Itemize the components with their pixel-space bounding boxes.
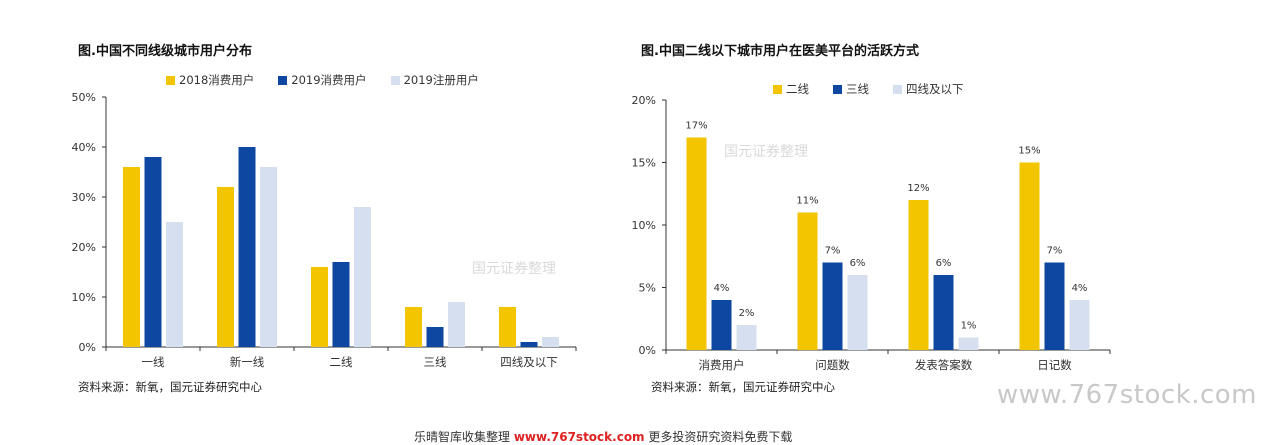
legend-swatch xyxy=(833,84,842,94)
bar xyxy=(520,342,538,347)
y-tick-label: 20% xyxy=(72,241,96,254)
legend-label: 二线 xyxy=(786,82,809,96)
bar xyxy=(166,222,183,347)
x-tick-label: 三线 xyxy=(424,355,447,369)
legend-item: 2019注册用户 xyxy=(390,72,479,88)
bar xyxy=(311,267,328,347)
bar xyxy=(144,157,162,347)
legend-label: 四线及以下 xyxy=(906,82,964,96)
bar-value-label: 1% xyxy=(961,321,977,332)
bar-value-label: 6% xyxy=(850,258,866,269)
chart-watermark: 国元证券整理 xyxy=(724,144,808,160)
y-tick-label: 20% xyxy=(632,94,656,107)
y-tick-label: 50% xyxy=(72,91,96,104)
x-tick-label: 一线 xyxy=(142,355,165,369)
legend-item: 三线 xyxy=(833,81,869,97)
bar xyxy=(260,167,277,347)
legend-swatch xyxy=(390,75,400,85)
right-bar-chart: 0% 5% 10% 15% 20% 国元证券整理 17% 4% 2% 消费用户 11% 7% 6% 问题数… xyxy=(632,94,1111,372)
bar xyxy=(354,207,371,347)
bar-value-label: 2% xyxy=(739,308,755,319)
footer-pre: 乐晴智库收集整理 xyxy=(414,430,514,444)
y-tick-label: 0% xyxy=(79,341,96,354)
y-tick-label: 15% xyxy=(632,157,656,170)
bar-value-label: 7% xyxy=(1047,246,1063,257)
bar-value-label: 17% xyxy=(685,121,707,132)
bar xyxy=(448,302,465,347)
bar-value-label: 6% xyxy=(936,258,952,269)
legend-swatch xyxy=(893,84,902,94)
right-chart-legend: 二线 三线 四线及以下 xyxy=(773,81,964,97)
bar xyxy=(542,337,559,347)
bar xyxy=(797,212,818,350)
site-watermark: www.767stock.com xyxy=(996,380,1257,410)
footer-note: 乐晴智库收集整理 www.767stock.com 更多投资研究资料免费下载 xyxy=(414,428,792,445)
bar xyxy=(822,262,843,350)
bar-value-label: 4% xyxy=(714,283,730,294)
bar xyxy=(1069,300,1090,350)
footer-site-link[interactable]: www.767stock.com xyxy=(513,430,645,444)
left-chart-title: 图.中国不同线级城市用户分布 xyxy=(78,44,252,59)
legend-label: 2019注册用户 xyxy=(403,73,479,87)
legend-item: 二线 xyxy=(773,81,809,97)
bar xyxy=(933,275,954,350)
bar xyxy=(711,300,732,350)
bar xyxy=(958,337,979,350)
bar xyxy=(238,147,256,347)
x-tick-label: 问题数 xyxy=(815,358,850,372)
bar xyxy=(908,200,929,350)
x-tick-label: 消费用户 xyxy=(699,358,745,372)
bar-value-label: 7% xyxy=(825,246,841,257)
bar xyxy=(499,307,516,347)
bar xyxy=(1044,262,1065,350)
bar-value-label: 12% xyxy=(907,183,929,194)
x-tick-label: 日记数 xyxy=(1037,358,1072,372)
legend-label: 三线 xyxy=(846,82,869,96)
y-tick-label: 5% xyxy=(639,282,656,295)
left-chart-legend: 2018消费用户 2019消费用户 2019注册用户 xyxy=(166,72,479,88)
y-tick-label: 30% xyxy=(72,191,96,204)
legend-label: 2019消费用户 xyxy=(291,73,367,87)
legend-swatch xyxy=(278,75,288,85)
bar xyxy=(1019,162,1040,350)
y-tick-label: 10% xyxy=(632,219,656,232)
legend-swatch xyxy=(773,84,782,94)
y-tick-label: 10% xyxy=(72,291,96,304)
x-tick-label: 四线及以下 xyxy=(500,355,558,369)
bar xyxy=(123,167,140,347)
legend-item: 四线及以下 xyxy=(893,81,964,97)
y-tick-label: 40% xyxy=(72,141,96,154)
right-chart-source: 资料来源：新氧，国元证券研究中心 xyxy=(651,380,835,394)
x-tick-label: 发表答案数 xyxy=(915,358,973,372)
bar xyxy=(332,262,350,347)
bar xyxy=(426,327,444,347)
footer-post: 更多投资研究资料免费下载 xyxy=(644,430,793,444)
bar xyxy=(405,307,422,347)
right-chart-title: 图.中国二线以下城市用户在医美平台的活跃方式 xyxy=(641,44,919,59)
legend-item: 2019消费用户 xyxy=(278,72,367,88)
y-tick-label: 0% xyxy=(639,344,656,357)
bar xyxy=(847,275,868,350)
bar-value-label: 11% xyxy=(796,196,818,207)
bar xyxy=(686,137,707,350)
bar xyxy=(217,187,234,347)
left-chart-source: 资料来源：新氧，国元证券研究中心 xyxy=(78,380,262,394)
bar-value-label: 4% xyxy=(1072,283,1088,294)
x-tick-label: 新一线 xyxy=(230,355,265,369)
legend-label: 2018消费用户 xyxy=(179,73,255,87)
legend-item: 2018消费用户 xyxy=(166,72,254,88)
bar-value-label: 15% xyxy=(1018,146,1040,157)
legend-swatch xyxy=(166,75,175,85)
bar xyxy=(736,325,757,350)
chart-watermark: 国元证券整理 xyxy=(472,261,556,277)
x-tick-label: 二线 xyxy=(330,355,353,369)
